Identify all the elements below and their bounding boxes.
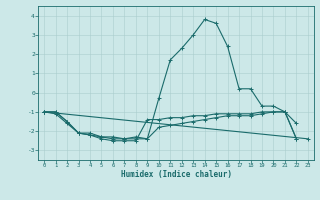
- X-axis label: Humidex (Indice chaleur): Humidex (Indice chaleur): [121, 170, 231, 179]
